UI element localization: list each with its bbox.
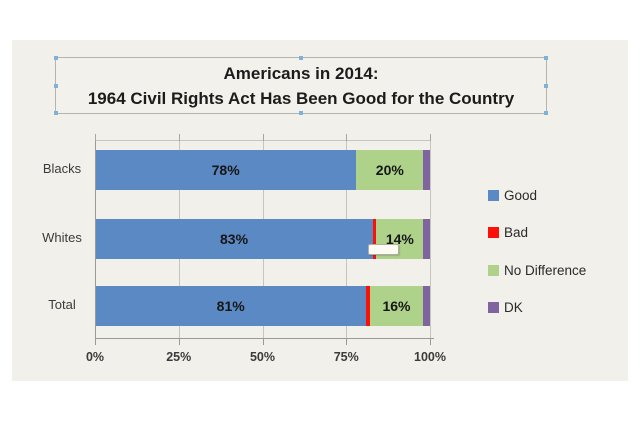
category-label-total: Total <box>48 297 76 312</box>
bar-segment-good-blacks: 78% <box>95 150 357 190</box>
bar-segment-dk-whites <box>423 219 430 259</box>
legend-swatch-icon <box>488 189 499 201</box>
legend-item-dk: DK <box>488 299 523 315</box>
legend-label: Bad <box>504 224 529 240</box>
bar-segment-bad-whites <box>373 219 377 259</box>
legend-item-good: Good <box>488 187 538 203</box>
legend-label: No Difference <box>504 262 587 278</box>
chart-panel: Americans in 2014: 1964 Civil Rights Act… <box>12 40 628 381</box>
x-axis-line <box>95 338 434 339</box>
selection-handle[interactable] <box>54 111 58 115</box>
x-tick-label: 0% <box>85 350 105 364</box>
plot-area: 78% 20% 83% 14% 81% 16% <box>95 134 434 345</box>
selection-handle[interactable] <box>54 56 58 60</box>
selection-handle[interactable] <box>299 56 303 60</box>
bar-segment-good-total: 81% <box>95 286 367 326</box>
top-tick-mark <box>430 134 431 141</box>
bar-row-total: 81% 16% <box>95 286 430 326</box>
chart-title-box[interactable]: Americans in 2014: 1964 Civil Rights Act… <box>54 56 548 115</box>
top-tick-mark <box>95 134 96 141</box>
x-tick-label: 75% <box>333 350 359 364</box>
selection-handle[interactable] <box>299 111 303 115</box>
selection-handle[interactable] <box>544 56 548 60</box>
axis-tick-mark <box>95 339 96 345</box>
bar-segment-no-difference-total: 16% <box>369 286 424 326</box>
bar-data-label: 83% <box>220 231 249 247</box>
category-label-whites: Whites <box>42 230 82 245</box>
y-axis-line <box>95 141 96 344</box>
bar-data-label: 20% <box>375 162 404 178</box>
top-tick-mark <box>346 134 348 141</box>
axis-tick-mark <box>346 339 348 345</box>
gridline <box>430 141 431 338</box>
chart-title-line2: 1964 Civil Rights Act Has Been Good for … <box>87 89 515 108</box>
bar-segment-dk-blacks <box>423 150 430 190</box>
axis-tick-mark <box>178 339 180 345</box>
bar-segment-good-whites: 83% <box>95 219 374 259</box>
bar-row-whites: 83% 14% <box>95 219 430 259</box>
legend-item-no-difference: No Difference <box>488 262 587 278</box>
category-label-blacks: Blacks <box>42 161 82 176</box>
bar-segment-bad-total <box>366 286 370 326</box>
top-tick-mark <box>262 134 264 141</box>
chart-title-line1: Americans in 2014: <box>223 64 379 83</box>
bar-data-label: 16% <box>382 298 411 314</box>
bar-data-label: 81% <box>216 298 245 314</box>
x-tick-label: 25% <box>166 350 192 364</box>
legend-item-bad: Bad <box>488 224 529 240</box>
x-tick-label: 50% <box>249 350 276 364</box>
bar-data-label: 14% <box>385 231 414 247</box>
bar-segment-dk-total <box>423 286 430 326</box>
axis-tick-mark <box>262 339 264 345</box>
bar-segment-no-difference-blacks: 20% <box>356 150 424 190</box>
legend-swatch-icon <box>488 301 499 313</box>
top-tick-mark <box>178 134 180 141</box>
bar-data-label: 78% <box>211 162 240 178</box>
legend-label: DK <box>504 299 523 315</box>
whites-bad-data-label-box <box>368 244 399 255</box>
selection-handle[interactable] <box>544 111 548 115</box>
selection-handle[interactable] <box>544 83 548 88</box>
legend-swatch-icon <box>488 264 499 276</box>
axis-tick-mark <box>430 339 431 345</box>
bar-row-blacks: 78% 20% <box>95 150 430 190</box>
legend-swatch-icon <box>488 226 499 238</box>
x-tick-label: 100% <box>414 350 446 364</box>
selection-handle[interactable] <box>54 83 58 88</box>
legend-label: Good <box>504 187 538 203</box>
